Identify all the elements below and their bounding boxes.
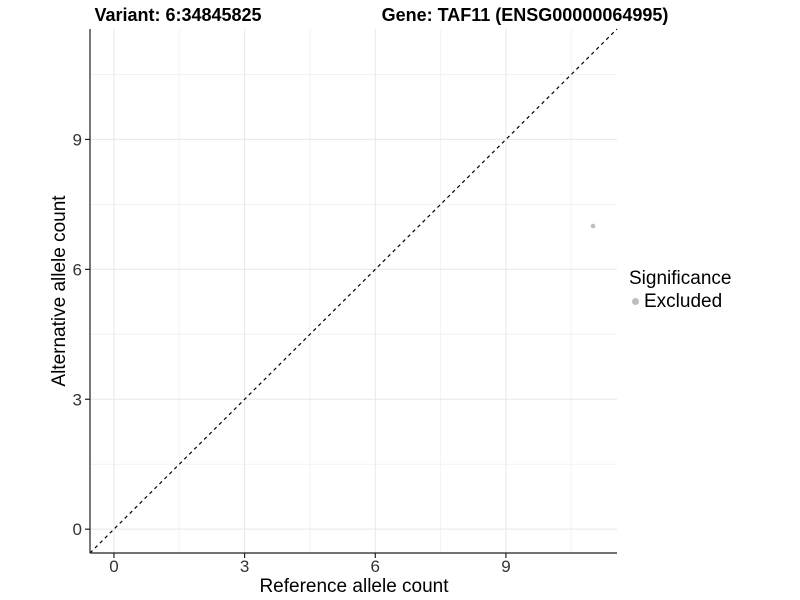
y-tick-label: 0: [73, 520, 82, 539]
y-axis-title: Alternative allele count: [49, 195, 70, 387]
x-tick-label: 9: [501, 557, 510, 576]
excluded-point-icon: [632, 298, 639, 305]
legend: Significance Excluded: [629, 268, 731, 312]
y-tick-label: 6: [73, 260, 82, 279]
x-axis-title: Reference allele count: [259, 576, 449, 597]
legend-title: Significance: [629, 268, 732, 289]
identity-line: [89, 28, 618, 554]
variant-title: Variant: 6:34845825: [94, 5, 262, 25]
x-tick-label: 0: [109, 557, 118, 576]
x-tick-label: 3: [240, 557, 249, 576]
legend-item-label: Excluded: [644, 291, 723, 312]
legend-item-excluded: Excluded: [629, 291, 731, 312]
data-point: [590, 223, 596, 229]
y-tick-label: 3: [73, 390, 82, 409]
x-tick-label: 6: [371, 557, 380, 576]
y-tick-label: 9: [73, 130, 82, 149]
gene-title: Gene: TAF11 (ENSG00000064995): [381, 5, 669, 25]
